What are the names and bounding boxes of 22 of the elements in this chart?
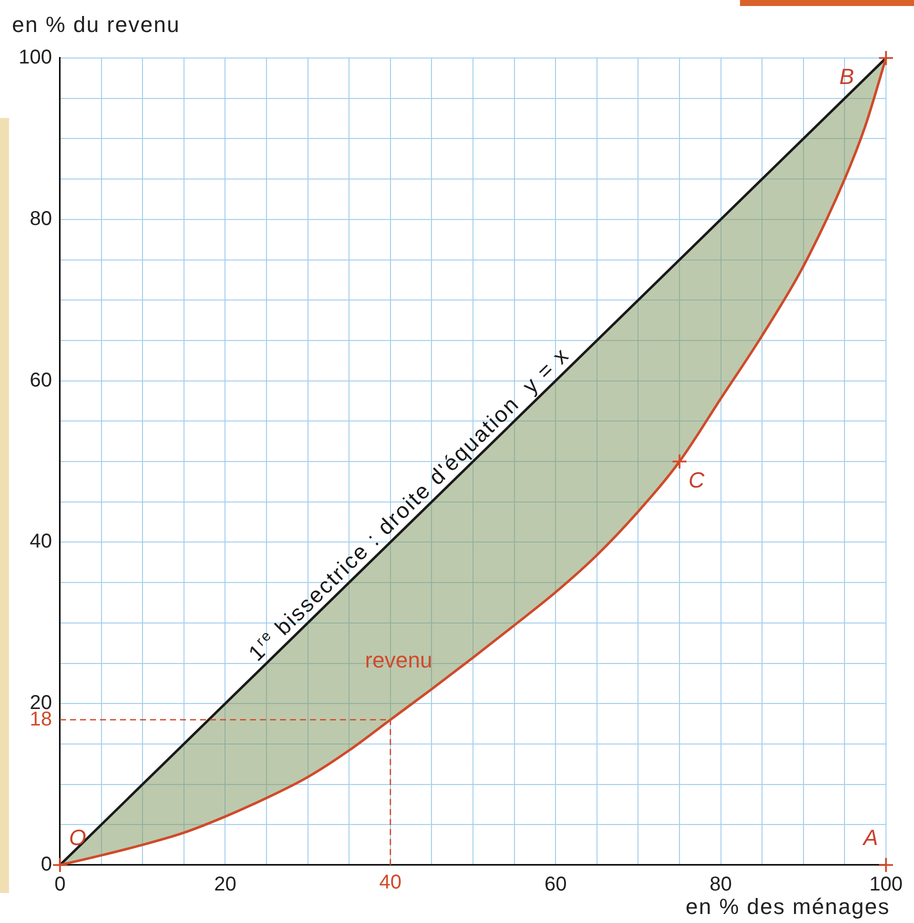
annotation: O xyxy=(69,825,86,850)
point xyxy=(52,857,68,873)
annotation: A xyxy=(861,825,878,850)
y-tick-label: 0 xyxy=(40,854,52,876)
y-tick-label: 100 xyxy=(18,46,52,69)
ref-line-label: 40 xyxy=(379,872,402,894)
point xyxy=(672,454,688,470)
annotation: B xyxy=(839,64,854,89)
y-axis-title: en % du revenu xyxy=(12,12,180,37)
y-tick-label: 60 xyxy=(30,369,52,392)
x-tick-label: 80 xyxy=(710,874,732,896)
x-tick-label: 60 xyxy=(544,874,567,896)
series-label: revenu xyxy=(365,648,432,673)
point xyxy=(878,50,894,66)
x-axis-title: en % des ménages xyxy=(686,894,890,919)
y-tick-label: 80 xyxy=(30,208,52,230)
x-tick-label: 100 xyxy=(869,874,903,896)
point xyxy=(878,857,894,873)
x-tick-label: 20 xyxy=(214,874,236,896)
annotation: C xyxy=(688,468,704,492)
y-tick-label: 40 xyxy=(30,530,52,553)
x-tick-label: 0 xyxy=(54,874,66,896)
